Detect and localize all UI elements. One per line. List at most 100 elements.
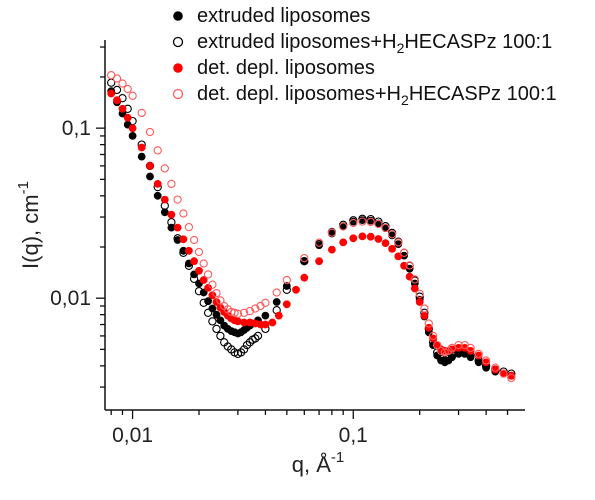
data-point <box>410 284 419 293</box>
data-point <box>420 304 429 313</box>
data-point <box>466 343 475 353</box>
data-point <box>212 289 221 298</box>
data-point <box>208 280 217 289</box>
data-point <box>261 311 270 320</box>
data-point <box>216 316 225 325</box>
y-axis-label-sup: -1 <box>15 181 32 194</box>
legend: extruded liposomes extruded liposomes+H2H… <box>172 5 557 108</box>
data-point <box>137 108 146 118</box>
data-point <box>146 172 154 181</box>
data-point <box>242 340 252 350</box>
data-point <box>394 238 403 247</box>
data-point <box>300 273 309 282</box>
data-point <box>405 261 414 270</box>
data-point <box>107 89 116 98</box>
data-point <box>194 247 204 257</box>
data-point <box>204 297 212 306</box>
data-point <box>366 232 375 241</box>
data-point <box>394 252 403 261</box>
data-point <box>118 104 127 113</box>
data-point <box>208 317 217 326</box>
data-point <box>179 209 188 218</box>
data-point <box>173 223 182 232</box>
data-point <box>474 349 483 359</box>
data-point <box>274 311 283 320</box>
data-point <box>381 223 390 233</box>
data-point <box>203 308 213 317</box>
legend-marker <box>173 11 183 21</box>
data-point <box>239 345 249 354</box>
data-point <box>199 298 208 307</box>
y-axis-label-main: I(q), cm <box>18 194 43 269</box>
data-point <box>123 84 132 94</box>
data-point <box>184 222 194 232</box>
data-point <box>203 270 213 279</box>
data-point <box>349 218 358 228</box>
data-point <box>145 127 155 137</box>
data-point <box>184 246 193 255</box>
y-tick-label: 0,01 <box>50 287 91 310</box>
data-point <box>415 289 424 299</box>
data-point <box>300 257 309 266</box>
data-point <box>374 235 383 243</box>
data-point <box>137 143 146 152</box>
data-point <box>189 274 199 283</box>
data-point <box>282 300 291 309</box>
x-axis-label: q, Å-1 <box>292 449 344 477</box>
x-axis-label-sup: -1 <box>331 449 344 466</box>
data-point <box>253 331 263 341</box>
data-point <box>208 304 217 313</box>
data-point <box>440 356 449 365</box>
data-point <box>388 244 396 253</box>
data-point <box>153 179 162 188</box>
data-point <box>366 217 375 227</box>
data-point <box>366 214 375 224</box>
data-point <box>499 369 508 378</box>
data-point <box>128 124 137 133</box>
data-point <box>315 257 323 266</box>
legend-marker <box>172 36 184 48</box>
data-point <box>424 319 433 328</box>
data-point <box>167 210 176 219</box>
data-point <box>507 371 516 380</box>
data-point <box>245 306 255 316</box>
data-point <box>349 234 358 243</box>
data-point <box>292 285 300 294</box>
data-point <box>339 222 348 231</box>
data-point <box>454 340 463 350</box>
data-point <box>466 346 475 355</box>
data-point <box>491 363 500 372</box>
data-point <box>358 232 367 241</box>
data-point <box>128 91 137 100</box>
data-point <box>268 318 277 327</box>
data-point <box>339 238 348 247</box>
data-point <box>251 334 260 343</box>
data-point <box>428 331 438 341</box>
data-point <box>261 298 270 307</box>
data-point <box>199 259 208 268</box>
data-point <box>245 338 255 347</box>
data-markers <box>107 71 516 383</box>
data-point <box>433 340 442 350</box>
data-point <box>153 191 162 200</box>
y-tick-label: 0,1 <box>62 117 91 140</box>
data-point <box>415 298 424 306</box>
data-point <box>429 334 437 343</box>
data-point <box>327 245 336 254</box>
legend-marker <box>172 88 184 100</box>
data-point <box>153 146 162 155</box>
data-point <box>300 253 309 263</box>
data-point <box>118 79 127 88</box>
data-point <box>128 131 137 140</box>
y-axis-label: I(q), cm-1 <box>15 181 43 269</box>
data-point <box>261 320 270 329</box>
data-point <box>194 287 204 296</box>
data-point <box>420 311 429 320</box>
data-point <box>216 296 225 305</box>
data-point <box>410 275 419 284</box>
legend-label: det. depl. liposomes+H2HECASPz 100:1 <box>197 83 557 108</box>
data-point <box>160 164 169 173</box>
data-point <box>179 235 188 244</box>
data-point <box>216 331 225 341</box>
